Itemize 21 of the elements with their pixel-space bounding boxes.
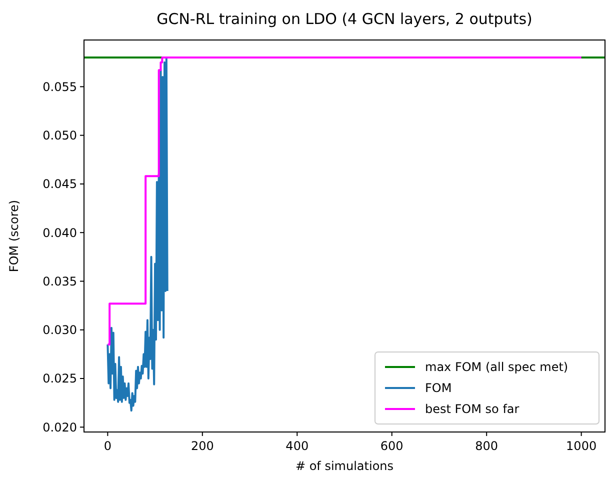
y-tick-label: 0.035 bbox=[42, 274, 77, 288]
y-tick-label: 0.045 bbox=[42, 177, 77, 192]
y-tick-label: 0.020 bbox=[42, 420, 77, 434]
y-tick-label: 0.055 bbox=[42, 80, 77, 94]
y-tick-label: 0.025 bbox=[42, 372, 77, 386]
line-series bbox=[106, 56, 168, 412]
legend-label: best FOM so far bbox=[425, 402, 520, 416]
y-axis-title: FOM (score) bbox=[7, 200, 21, 272]
y-tick-label: 0.040 bbox=[42, 226, 77, 240]
x-tick-label: 200 bbox=[190, 439, 214, 453]
legend-label: FOM bbox=[425, 381, 452, 396]
y-tick-label: 0.030 bbox=[42, 323, 77, 338]
x-tick-label: 800 bbox=[475, 439, 498, 453]
x-tick-label: 1000 bbox=[566, 439, 597, 453]
x-tick-label: 400 bbox=[286, 439, 309, 453]
x-tick-label: 600 bbox=[380, 439, 404, 453]
chart-title: GCN-RL training on LDO (4 GCN layers, 2 outputs) bbox=[156, 10, 532, 28]
x-axis-title: # of simulations bbox=[295, 459, 394, 473]
y-tick-label: 0.050 bbox=[42, 128, 77, 143]
x-tick-label: 0 bbox=[104, 439, 112, 453]
legend-label: max FOM (all spec met) bbox=[425, 360, 568, 374]
